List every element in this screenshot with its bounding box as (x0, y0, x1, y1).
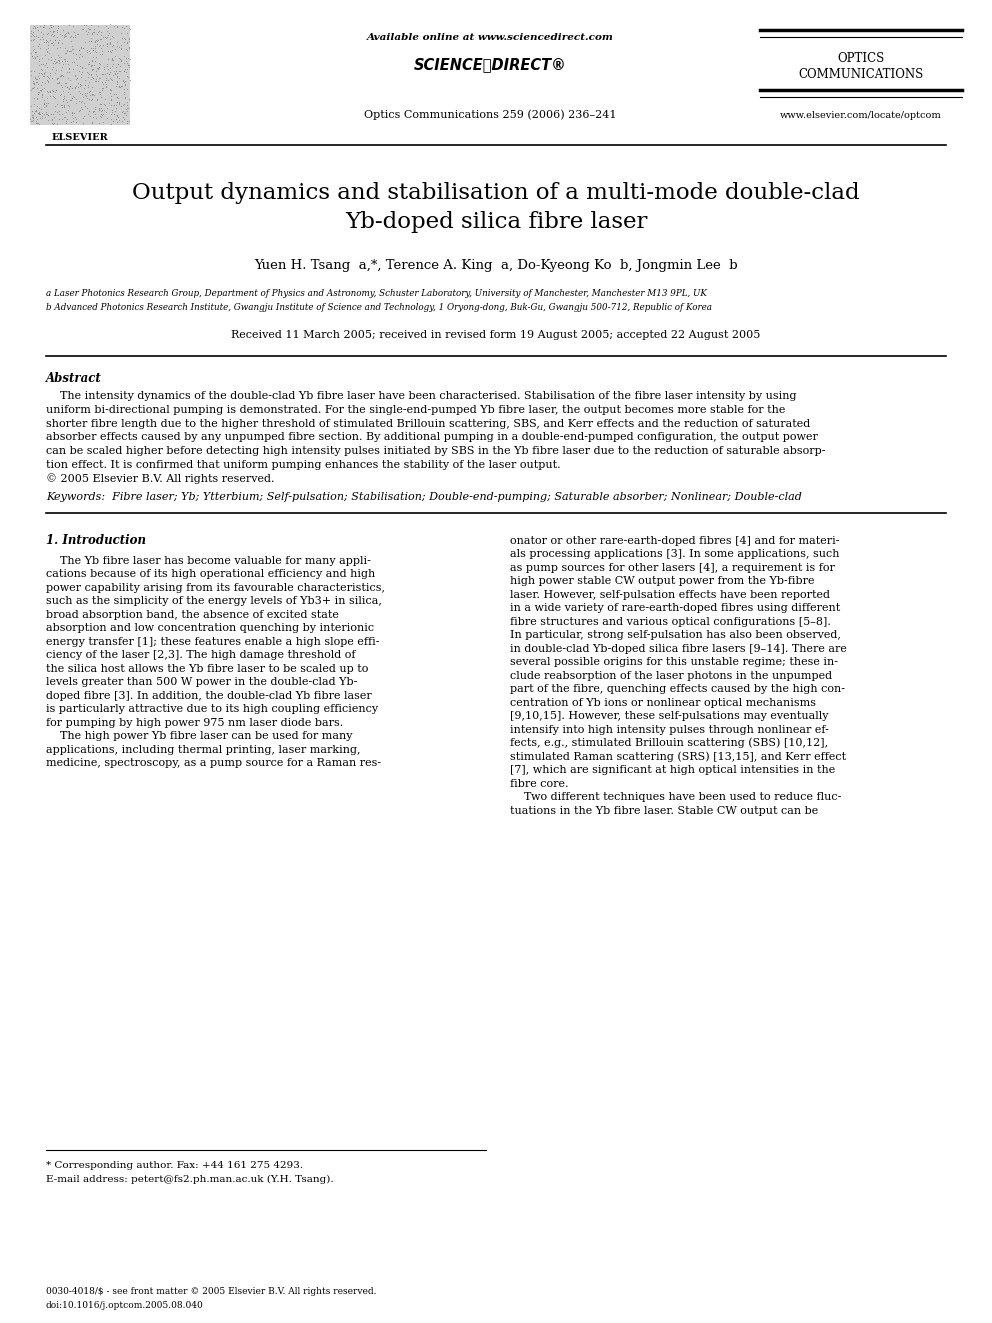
Text: The Yb fibre laser has become valuable for many appli-: The Yb fibre laser has become valuable f… (46, 556, 371, 566)
Text: ciency of the laser [2,3]. The high damage threshold of: ciency of the laser [2,3]. The high dama… (46, 650, 355, 660)
Bar (30, 25, 130, 124)
Text: fects, e.g., stimulated Brillouin scattering (SBS) [10,12],: fects, e.g., stimulated Brillouin scatte… (510, 738, 828, 749)
Text: high power stable CW output power from the Yb-fibre: high power stable CW output power from t… (510, 576, 814, 586)
Text: intensify into high intensity pulses through nonlinear ef-: intensify into high intensity pulses thr… (510, 725, 829, 734)
Text: centration of Yb ions or nonlinear optical mechanisms: centration of Yb ions or nonlinear optic… (510, 697, 816, 708)
Text: part of the fibre, quenching effects caused by the high con-: part of the fibre, quenching effects cau… (510, 684, 845, 695)
Text: tion effect. It is confirmed that uniform pumping enhances the stability of the : tion effect. It is confirmed that unifor… (46, 460, 560, 470)
Text: fibre structures and various optical configurations [5–8].: fibre structures and various optical con… (510, 617, 831, 627)
Text: absorption and low concentration quenching by interionic: absorption and low concentration quenchi… (46, 623, 374, 634)
Text: Available online at www.sciencedirect.com: Available online at www.sciencedirect.co… (367, 33, 613, 42)
Text: Yb-doped silica fibre laser: Yb-doped silica fibre laser (345, 210, 647, 233)
Text: fibre core.: fibre core. (510, 779, 568, 789)
Text: broad absorption band, the absence of excited state: broad absorption band, the absence of ex… (46, 610, 339, 619)
Text: for pumping by high power 975 nm laser diode bars.: for pumping by high power 975 nm laser d… (46, 717, 343, 728)
Text: stimulated Raman scattering (SRS) [13,15], and Kerr effect: stimulated Raman scattering (SRS) [13,15… (510, 751, 846, 762)
Text: doi:10.1016/j.optcom.2005.08.040: doi:10.1016/j.optcom.2005.08.040 (46, 1302, 203, 1311)
Text: in a wide variety of rare-earth-doped fibres using different: in a wide variety of rare-earth-doped fi… (510, 603, 840, 613)
Text: * Corresponding author. Fax: +44 161 275 4293.: * Corresponding author. Fax: +44 161 275… (46, 1160, 304, 1170)
Text: COMMUNICATIONS: COMMUNICATIONS (799, 67, 924, 81)
Text: In particular, strong self-pulsation has also been observed,: In particular, strong self-pulsation has… (510, 630, 841, 640)
Text: the silica host allows the Yb fibre laser to be scaled up to: the silica host allows the Yb fibre lase… (46, 664, 368, 673)
Text: power capability arising from its favourable characteristics,: power capability arising from its favour… (46, 582, 385, 593)
Text: in double-clad Yb-doped silica fibre lasers [9–14]. There are: in double-clad Yb-doped silica fibre las… (510, 643, 847, 654)
Text: b Advanced Photonics Research Institute, Gwangju Institute of Science and Techno: b Advanced Photonics Research Institute,… (46, 303, 712, 312)
Text: can be scaled higher before detecting high intensity pulses initiated by SBS in : can be scaled higher before detecting hi… (46, 446, 825, 456)
Text: shorter fibre length due to the higher threshold of stimulated Brillouin scatter: shorter fibre length due to the higher t… (46, 418, 810, 429)
Text: is particularly attractive due to its high coupling efficiency: is particularly attractive due to its hi… (46, 704, 378, 714)
Text: onator or other rare-earth-doped fibres [4] and for materi-: onator or other rare-earth-doped fibres … (510, 536, 839, 545)
Text: Output dynamics and stabilisation of a multi-mode double-clad: Output dynamics and stabilisation of a m… (132, 183, 860, 204)
Text: SCIENCEⓓDIRECT®: SCIENCEⓓDIRECT® (414, 57, 566, 73)
Text: Yuen H. Tsang  a,*, Terence A. King  a, Do-Kyeong Ko  b, Jongmin Lee  b: Yuen H. Tsang a,*, Terence A. King a, Do… (254, 258, 738, 271)
Text: 0030-4018/$ - see front matter © 2005 Elsevier B.V. All rights reserved.: 0030-4018/$ - see front matter © 2005 El… (46, 1287, 377, 1297)
Text: such as the simplicity of the energy levels of Yb3+ in silica,: such as the simplicity of the energy lev… (46, 597, 382, 606)
Text: Received 11 March 2005; received in revised form 19 August 2005; accepted 22 Aug: Received 11 March 2005; received in revi… (231, 329, 761, 340)
Text: tuations in the Yb fibre laser. Stable CW output can be: tuations in the Yb fibre laser. Stable C… (510, 806, 818, 815)
Text: a Laser Photonics Research Group, Department of Physics and Astronomy, Schuster : a Laser Photonics Research Group, Depart… (46, 288, 707, 298)
Text: www.elsevier.com/locate/optcom: www.elsevier.com/locate/optcom (780, 111, 941, 119)
Text: © 2005 Elsevier B.V. All rights reserved.: © 2005 Elsevier B.V. All rights reserved… (46, 474, 275, 484)
Text: clude reabsorption of the laser photons in the unpumped: clude reabsorption of the laser photons … (510, 671, 832, 680)
Text: [7], which are significant at high optical intensities in the: [7], which are significant at high optic… (510, 765, 835, 775)
Text: absorber effects caused by any unpumped fibre section. By additional pumping in : absorber effects caused by any unpumped … (46, 433, 817, 442)
Text: as pump sources for other lasers [4], a requirement is for: as pump sources for other lasers [4], a … (510, 562, 835, 573)
Text: Keywords:  Fibre laser; Yb; Ytterbium; Self-pulsation; Stabilisation; Double-end: Keywords: Fibre laser; Yb; Ytterbium; Se… (46, 492, 802, 501)
Text: The high power Yb fibre laser can be used for many: The high power Yb fibre laser can be use… (46, 732, 352, 741)
Text: als processing applications [3]. In some applications, such: als processing applications [3]. In some… (510, 549, 839, 560)
Text: uniform bi-directional pumping is demonstrated. For the single-end-pumped Yb fib: uniform bi-directional pumping is demons… (46, 405, 786, 415)
Text: OPTICS: OPTICS (837, 52, 885, 65)
Text: several possible origins for this unstable regime; these in-: several possible origins for this unstab… (510, 658, 838, 667)
Text: doped fibre [3]. In addition, the double-clad Yb fibre laser: doped fibre [3]. In addition, the double… (46, 691, 372, 701)
Text: [9,10,15]. However, these self-pulsations may eventually: [9,10,15]. However, these self-pulsation… (510, 710, 828, 721)
Text: laser. However, self-pulsation effects have been reported: laser. However, self-pulsation effects h… (510, 590, 830, 599)
Text: The intensity dynamics of the double-clad Yb fibre laser have been characterised: The intensity dynamics of the double-cla… (46, 392, 797, 401)
Text: Two different techniques have been used to reduce fluc-: Two different techniques have been used … (510, 792, 841, 802)
Text: cations because of its high operational efficiency and high: cations because of its high operational … (46, 569, 375, 579)
Text: ELSEVIER: ELSEVIER (52, 134, 108, 143)
Text: Optics Communications 259 (2006) 236–241: Optics Communications 259 (2006) 236–241 (364, 110, 616, 120)
Text: levels greater than 500 W power in the double-clad Yb-: levels greater than 500 W power in the d… (46, 677, 357, 687)
Text: applications, including thermal printing, laser marking,: applications, including thermal printing… (46, 745, 360, 754)
Text: 1. Introduction: 1. Introduction (46, 534, 146, 548)
Text: energy transfer [1]; these features enable a high slope effi-: energy transfer [1]; these features enab… (46, 636, 380, 647)
Text: Abstract: Abstract (46, 372, 102, 385)
Text: E-mail address: petert@fs2.ph.man.ac.uk (Y.H. Tsang).: E-mail address: petert@fs2.ph.man.ac.uk … (46, 1175, 333, 1184)
Text: medicine, spectroscopy, as a pump source for a Raman res-: medicine, spectroscopy, as a pump source… (46, 758, 381, 769)
